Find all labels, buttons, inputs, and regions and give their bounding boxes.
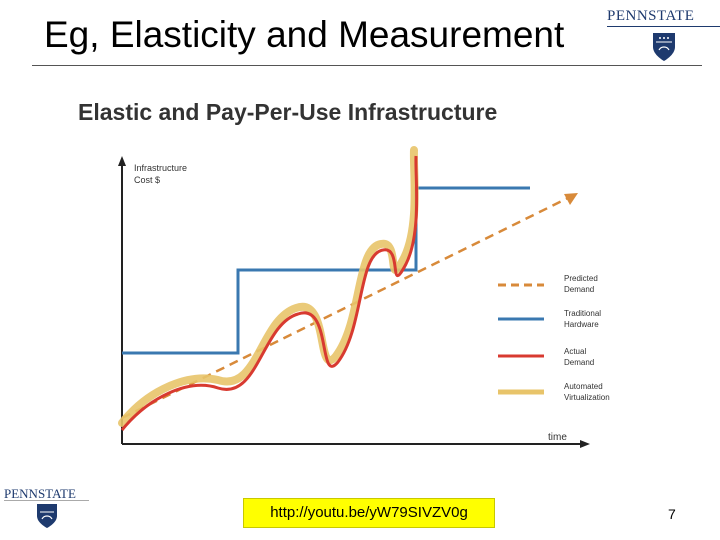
legend-label-automated-2: Virtualization xyxy=(564,393,610,402)
legend-label-actual-2: Demand xyxy=(564,358,594,367)
logo-wordmark: PENNSTATE xyxy=(607,8,695,24)
elastic-infrastructure-diagram: Elastic and Pay-Per-Use Infrastructure I… xyxy=(68,88,628,450)
traditional-hardware-line xyxy=(122,186,530,355)
penn-state-shield-icon xyxy=(37,504,57,528)
penn-state-shield-icon xyxy=(653,33,675,61)
logo-wordmark: PENNSTATE xyxy=(4,486,76,501)
legend-label-automated: Automated xyxy=(564,382,603,391)
page-number: 7 xyxy=(668,506,676,522)
logo-rule xyxy=(607,26,720,27)
legend-label-predicted: Predicted xyxy=(564,274,598,283)
y-axis-label-unit: Cost $ xyxy=(134,175,160,185)
video-link[interactable]: http://youtu.be/yW79SIVZV0g xyxy=(243,498,495,528)
x-axis-arrow xyxy=(580,440,590,448)
automated-virtualization-line xyxy=(118,146,419,427)
y-axis-arrow xyxy=(118,156,126,166)
actual-demand-line xyxy=(120,155,419,431)
predicted-demand-arrow xyxy=(564,193,578,205)
y-axis-label: Infrastructure xyxy=(134,163,187,173)
legend-label-actual: Actual xyxy=(564,347,586,356)
legend: Predicted Demand Traditional Hardware Ac… xyxy=(498,274,610,402)
diagram-title: Elastic and Pay-Per-Use Infrastructure xyxy=(78,99,497,125)
logo-rule xyxy=(4,500,89,501)
x-axis-label: time xyxy=(548,432,567,443)
title-divider xyxy=(32,65,702,66)
legend-label-traditional-2: Hardware xyxy=(564,320,599,329)
slide-title: Eg, Elasticity and Measurement xyxy=(44,14,565,55)
legend-label-predicted-2: Demand xyxy=(564,285,594,294)
legend-label-traditional: Traditional xyxy=(564,309,601,318)
